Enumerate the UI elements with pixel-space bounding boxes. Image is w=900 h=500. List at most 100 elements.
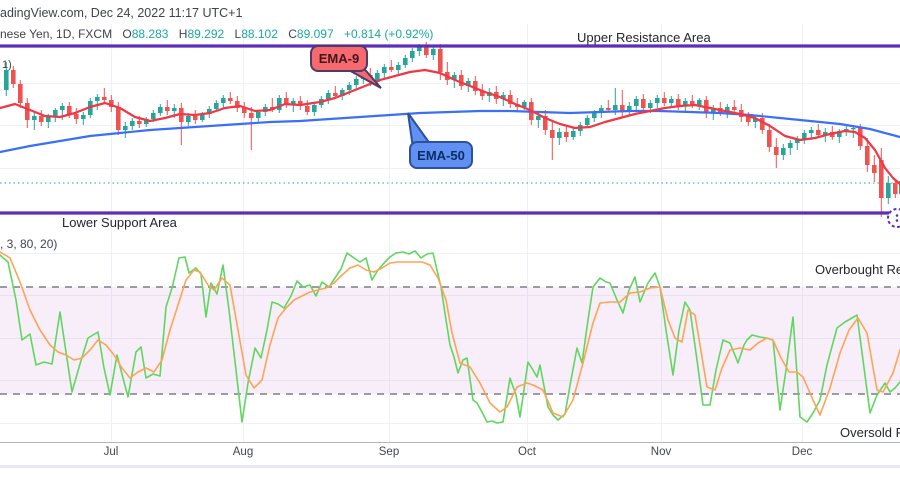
candle-body (557, 132, 562, 138)
candle-body (389, 67, 394, 70)
candle-body (277, 98, 282, 110)
candle-body (424, 47, 429, 55)
stoch-path (0, 251, 900, 418)
candle-body (200, 114, 205, 120)
time-axis-label-aug[interactable]: Aug (232, 446, 254, 458)
candle-body (683, 101, 688, 106)
candle-body (25, 103, 30, 120)
time-axis-label-jul[interactable]: Jul (103, 446, 119, 458)
time-axis-label-sep[interactable]: Sep (378, 446, 400, 458)
ema50-line[interactable] (0, 109, 900, 154)
candlestick-series (4, 42, 900, 217)
candle-body (613, 105, 618, 110)
time-axis-label-nov[interactable]: Nov (650, 446, 672, 458)
candle-body (879, 160, 884, 198)
candle-body (137, 121, 142, 124)
candle-body (865, 146, 870, 165)
ema9-callout[interactable]: EMA-9 (310, 45, 382, 89)
candle-body (333, 93, 338, 96)
candle-body (823, 132, 828, 135)
candle-body (536, 116, 541, 120)
candle-body (711, 108, 716, 113)
ema50-callout-label: EMA-50 (417, 148, 465, 163)
candle-body (256, 112, 261, 118)
close-value: 89.097 (296, 27, 334, 41)
candle-body (151, 113, 156, 119)
candle-body (893, 183, 898, 194)
candle-body (809, 130, 814, 133)
candle-body (18, 84, 23, 103)
candle-body (130, 121, 135, 126)
candle-body (634, 99, 639, 106)
candle-body (655, 98, 660, 103)
time-axis[interactable]: Jul Aug Sep Oct Nov Dec (0, 446, 900, 462)
candle-body (4, 70, 9, 90)
candle-body (508, 95, 513, 104)
candle-body (81, 115, 86, 119)
candle-body (585, 118, 590, 125)
candle-body (473, 81, 478, 91)
candle-body (396, 65, 401, 70)
candle-body (123, 126, 128, 130)
candle-body (305, 106, 310, 112)
ema9-callout-box[interactable] (310, 45, 368, 72)
symbol-title[interactable]: nese Yen, 1D, FXCM (0, 27, 113, 41)
low-value: 88.102 (241, 27, 278, 41)
candle-body (172, 108, 177, 111)
time-axis-label-dec[interactable]: Dec (791, 446, 813, 458)
candle-body (431, 49, 436, 55)
time-axis-label-oct[interactable]: Oct (518, 446, 536, 458)
candle-body (781, 148, 786, 155)
candle-body (753, 118, 758, 122)
drawing-handle-circle[interactable] (887, 208, 900, 228)
candle-body (648, 103, 653, 108)
lower-support-label[interactable]: Lower Support Area (62, 215, 177, 230)
candle-body (697, 100, 702, 105)
low-label: L (234, 27, 242, 41)
candle-body (417, 47, 422, 51)
candle-body (67, 106, 72, 114)
candle-body (284, 98, 289, 105)
ema50-path (0, 109, 900, 154)
bottom-separator (0, 465, 900, 468)
ema50-callout[interactable]: EMA-50 (407, 112, 473, 169)
candle-body (11, 70, 16, 84)
candle-body (235, 101, 240, 108)
candle-body (641, 99, 646, 108)
candle-body (627, 106, 632, 112)
candle-body (452, 75, 457, 80)
candle-body (669, 99, 674, 103)
tradingview-watermark: adingView.com, Dec 24, 2022 11:17 UTC+1 (0, 6, 243, 20)
symbol-ohlc-row[interactable]: nese Yen, 1D, FXCM O88.283 H89.292 L88.1… (0, 27, 433, 41)
ema50-callout-box[interactable] (409, 141, 473, 169)
candle-body (312, 105, 317, 112)
candle-body (214, 103, 219, 109)
oversold-region-label: Oversold R (840, 425, 900, 440)
candle-body (291, 101, 296, 105)
candle-body (788, 143, 793, 148)
candle-body (592, 113, 597, 118)
ema9-line[interactable] (0, 68, 900, 186)
candle-body (620, 105, 625, 112)
drawing-handle-icon[interactable] (887, 208, 900, 228)
high-label: H (178, 27, 188, 41)
candle-body (326, 93, 331, 99)
upper-resistance-label[interactable]: Upper Resistance Area (577, 30, 711, 45)
candle-body (95, 97, 100, 101)
stochastic-indicator-label[interactable]: , 3, 80, 20) (0, 237, 58, 251)
candle-body (886, 183, 891, 198)
support-resistance-lines[interactable] (0, 44, 900, 215)
candle-body (186, 116, 191, 122)
candle-body (382, 67, 387, 73)
candle-body (102, 97, 107, 100)
open-value: 88.283 (131, 27, 169, 41)
candle-body (760, 118, 765, 130)
candle-body (109, 100, 114, 107)
candle-body (242, 108, 247, 113)
candle-body (690, 101, 695, 105)
change-value: +0.814 (+0.92%) (343, 27, 434, 41)
candle-body (774, 147, 779, 155)
candle-body (802, 133, 807, 139)
